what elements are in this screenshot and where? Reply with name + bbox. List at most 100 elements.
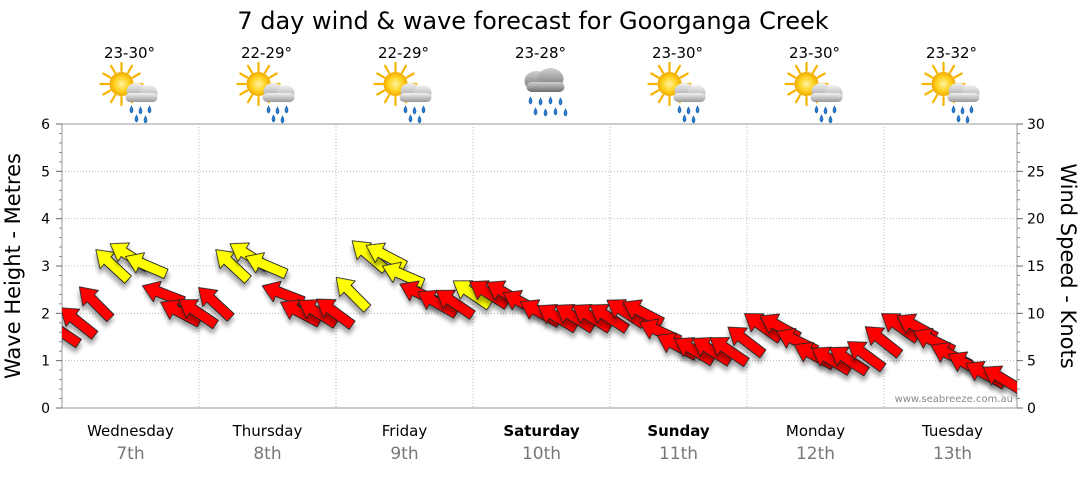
sun-ray xyxy=(383,64,391,74)
day-name-label: Monday xyxy=(786,422,845,440)
sun-ray xyxy=(794,64,802,74)
day-name-label: Friday xyxy=(382,422,428,440)
sun-ray xyxy=(657,94,665,104)
sun-ray xyxy=(383,94,391,104)
sun-ray xyxy=(239,72,249,79)
raindrop xyxy=(275,106,280,115)
raindrop xyxy=(823,106,828,115)
day-date-label: 7th xyxy=(116,444,144,464)
left-tick-label: 0 xyxy=(41,401,50,417)
wind-arrows xyxy=(62,240,1017,395)
raindrop xyxy=(960,106,965,115)
raindrop xyxy=(695,105,700,114)
wind-arrow xyxy=(178,299,219,330)
sun-ray xyxy=(102,89,112,96)
wind-arrow-shape xyxy=(982,365,1017,395)
wind-arrow-shape xyxy=(125,252,169,279)
wind-arrow xyxy=(469,280,511,310)
sun-ray xyxy=(787,89,797,96)
cloud-base xyxy=(673,93,706,102)
wind-arrow xyxy=(829,346,870,377)
sun-ray xyxy=(811,64,819,74)
left-tick-label: 6 xyxy=(41,117,50,133)
day-date-label: 13th xyxy=(933,444,972,464)
wind-arrow xyxy=(244,252,289,279)
right-tick-label: 20 xyxy=(1027,212,1045,228)
cloud-base xyxy=(262,93,295,102)
sun-ray xyxy=(246,64,254,74)
sun-cloud-rain-icon xyxy=(99,61,158,124)
cloud-base xyxy=(810,93,843,102)
raindrop xyxy=(533,107,538,116)
raindrop xyxy=(143,115,148,124)
day-name-label: Tuesday xyxy=(921,422,983,440)
wind-arrow-shape xyxy=(744,313,784,344)
left-tick-label: 5 xyxy=(41,164,50,180)
sun-cloud-rain-icon xyxy=(647,61,706,124)
sun-ray xyxy=(657,64,665,74)
raindrop xyxy=(686,106,691,115)
raindrop xyxy=(548,96,553,105)
left-tick-label: 1 xyxy=(41,354,50,370)
wind-arrow-shape xyxy=(727,326,767,359)
raindrop xyxy=(266,105,271,114)
temperature-label: 23-28° xyxy=(515,44,566,62)
raindrop xyxy=(965,115,970,124)
day-date-label: 11th xyxy=(659,444,698,464)
sun-ray xyxy=(131,72,141,79)
day-labels: Wednesday 7th Thursday 8th Friday 9th Saturday… xyxy=(87,422,983,464)
day-name-label: Sunday xyxy=(647,422,710,440)
sun-cloud-rain-icon xyxy=(784,61,843,124)
day-date-label: 12th xyxy=(796,444,835,464)
left-tick-label: 4 xyxy=(41,212,50,228)
raindrop xyxy=(271,114,276,123)
wind-arrow-shape xyxy=(244,252,289,279)
raindrop xyxy=(538,97,543,106)
day-date-label: 10th xyxy=(522,444,561,464)
day-date-label: 8th xyxy=(253,444,281,464)
raindrop xyxy=(951,105,956,114)
sun-ray xyxy=(400,64,408,74)
cloud-base xyxy=(399,93,432,102)
wind-arrow-shape xyxy=(198,287,235,322)
sun-ray xyxy=(246,94,254,104)
wind-arrow-shape xyxy=(864,326,904,359)
sun-cloud-rain-icon xyxy=(373,61,432,124)
raindrop xyxy=(814,105,819,114)
raindrop xyxy=(543,108,548,117)
wind-arrow xyxy=(62,318,82,349)
right-axis-ticks: 0 5 10 15 20 25 30 xyxy=(1017,117,1045,417)
raindrop xyxy=(412,106,417,115)
weather-row: 23-30° 22-29° 22-29° 23-28° 23-30° 23-30° 23-3… xyxy=(99,44,980,124)
left-tick-label: 3 xyxy=(41,259,50,275)
raindrop xyxy=(682,114,687,123)
raindrop xyxy=(403,105,408,114)
temperature-label: 23-30° xyxy=(789,44,840,62)
raindrop xyxy=(677,105,682,114)
sun-cloud-rain-icon xyxy=(236,61,295,124)
day-date-label: 9th xyxy=(390,444,418,464)
raindrop xyxy=(563,108,568,117)
wind-arrow-shape xyxy=(709,337,750,368)
right-tick-label: 25 xyxy=(1027,164,1045,180)
left-tick-label: 2 xyxy=(41,306,50,322)
sun-ray xyxy=(263,64,271,74)
sun-ray xyxy=(650,72,660,79)
raindrop xyxy=(421,105,426,114)
wind-arrow-shape xyxy=(78,286,115,323)
wind-arrow xyxy=(709,337,750,368)
wind-arrow-shape xyxy=(435,289,476,320)
wind-arrow-shape xyxy=(469,280,511,310)
right-axis-label: Wind Speed - Knots xyxy=(1056,163,1080,368)
sun-ray xyxy=(679,72,689,79)
raindrop xyxy=(691,115,696,124)
wind-arrow-shape xyxy=(62,307,99,340)
wind-arrow xyxy=(982,365,1017,395)
raindrop xyxy=(558,97,563,106)
wind-arrow xyxy=(125,252,169,279)
wind-arrow xyxy=(335,276,372,313)
temperature-label: 22-29° xyxy=(241,44,292,62)
wind-arrow xyxy=(881,313,921,344)
wind-arrow-shape xyxy=(62,318,82,349)
